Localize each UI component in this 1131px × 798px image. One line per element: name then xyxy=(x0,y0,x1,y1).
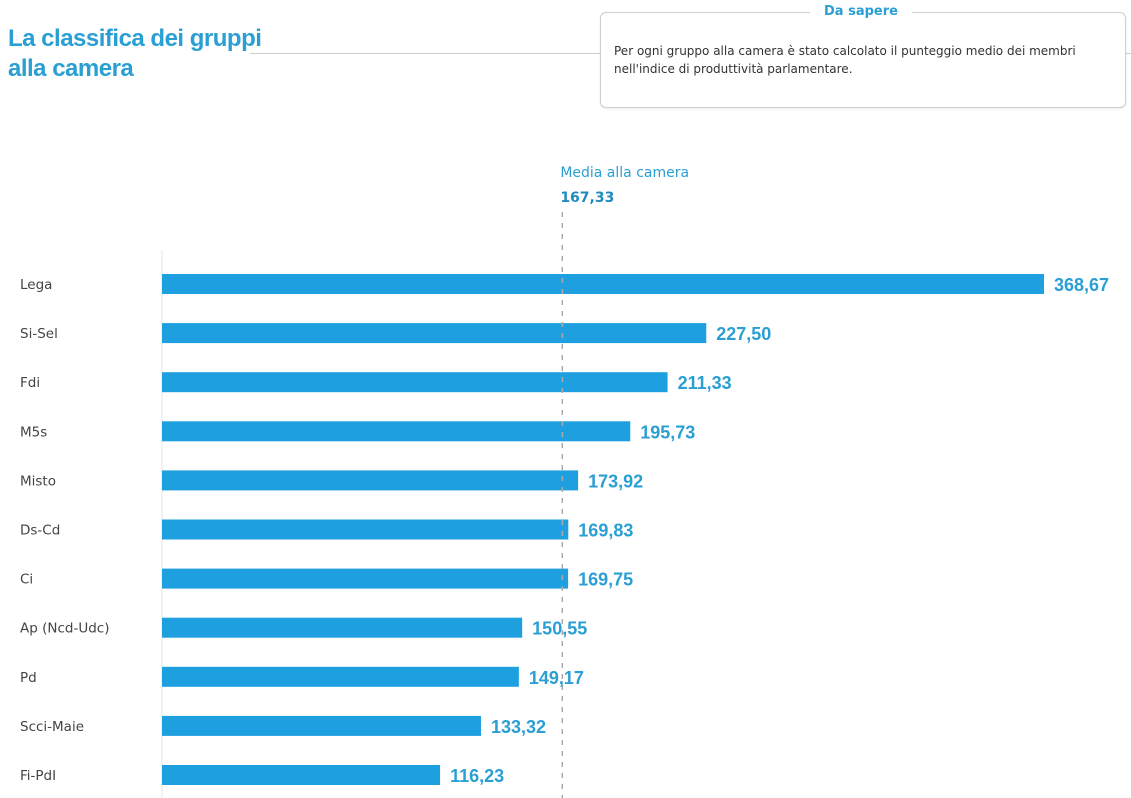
value-label: 211,33 xyxy=(678,373,732,393)
bar xyxy=(162,666,519,687)
category-label: Fdi xyxy=(20,375,40,391)
bar xyxy=(162,519,569,540)
category-label: Lega xyxy=(20,277,52,293)
value-label: 150,55 xyxy=(532,619,587,639)
value-label: 195,73 xyxy=(640,422,695,442)
category-label: Scci-Maie xyxy=(20,719,84,735)
value-label: 149,17 xyxy=(529,668,584,688)
bar xyxy=(162,470,579,491)
bar xyxy=(162,274,1044,294)
chart-title-line1: La classifica dei gruppi xyxy=(8,25,262,52)
value-label: 133,32 xyxy=(491,717,546,737)
category-label: Ds-Cd xyxy=(20,523,60,539)
category-label: Si-Sel xyxy=(20,326,58,342)
title-divider xyxy=(250,53,600,54)
category-label: Fi-PdI xyxy=(20,768,56,784)
chart-title-line2: alla camera xyxy=(8,55,134,82)
value-label: 173,92 xyxy=(588,471,643,491)
value-label: 227,50 xyxy=(716,324,771,344)
chart-title: La classifica dei gruppi alla camera xyxy=(8,24,288,84)
info-box-text: Per ogni gruppo alla camera è stato calc… xyxy=(614,44,1076,76)
category-label: Ci xyxy=(20,572,33,588)
bar xyxy=(162,421,631,442)
value-label: 169,75 xyxy=(578,570,633,590)
category-label: Pd xyxy=(20,670,37,686)
info-box: Da sapere Per ogni gruppo alla camera è … xyxy=(600,4,1126,108)
bar xyxy=(162,765,441,785)
value-label: 169,83 xyxy=(578,521,633,541)
bar xyxy=(162,323,707,344)
mean-label: Media alla camera xyxy=(560,165,689,181)
bar xyxy=(162,568,569,589)
category-label: Ap (Ncd-Udc) xyxy=(20,621,109,637)
value-label: 116,23 xyxy=(450,766,504,786)
category-label: Misto xyxy=(20,473,56,489)
category-label: M5s xyxy=(20,424,47,440)
bar xyxy=(162,715,481,736)
bar xyxy=(162,372,668,393)
mean-value: 167,33 xyxy=(560,190,614,206)
bar xyxy=(162,617,523,638)
info-box-title: Da sapere xyxy=(810,4,912,19)
value-label: 368,67 xyxy=(1054,275,1109,295)
